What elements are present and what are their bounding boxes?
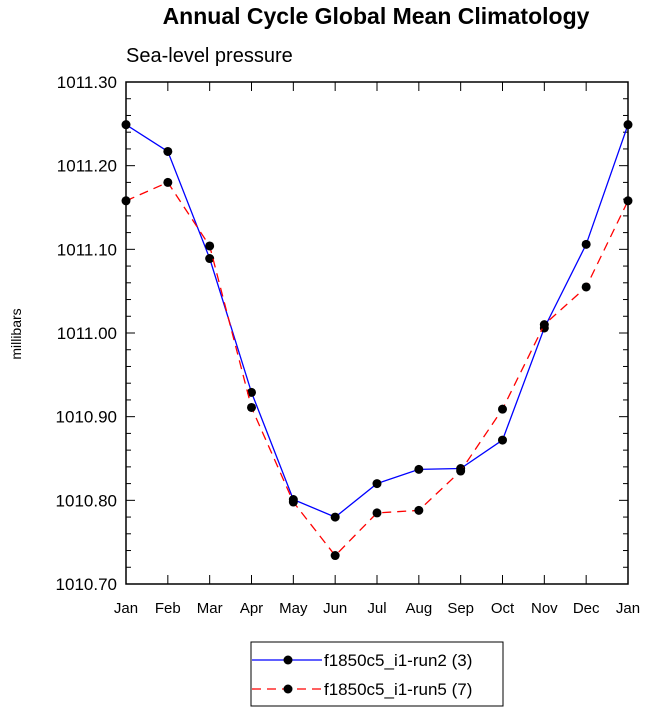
legend-marker-1 bbox=[283, 655, 293, 665]
series-1-point bbox=[498, 435, 507, 445]
series-2-point bbox=[121, 196, 131, 206]
series-2-point bbox=[414, 505, 424, 515]
chart-title: Annual Cycle Global Mean Climatology bbox=[163, 3, 590, 29]
series-1-point bbox=[121, 120, 131, 130]
series-2-point bbox=[581, 282, 591, 292]
y-tick-label: 1011.10 bbox=[57, 240, 117, 259]
y-tick-label: 1011.20 bbox=[57, 157, 117, 176]
x-tick-label: Jan bbox=[616, 600, 640, 617]
series-2-point bbox=[498, 404, 507, 414]
x-tick-label: May bbox=[279, 600, 308, 617]
legend-label-2: f1850c5_i1-run5 (7) bbox=[324, 680, 472, 699]
series-1-point bbox=[372, 479, 382, 489]
series-1-point bbox=[623, 120, 633, 130]
series-1-point bbox=[205, 254, 215, 264]
series-2-point bbox=[247, 402, 256, 412]
series-1-point bbox=[581, 239, 591, 249]
y-tick-label: 1010.90 bbox=[56, 408, 117, 427]
x-tick-label: Jul bbox=[367, 600, 386, 617]
x-tick-label: Dec bbox=[573, 600, 600, 617]
x-axis: Jan Feb Mar Apr May Jun Jul Aug Sep Oct Nov Dec Jan bbox=[114, 82, 640, 617]
series-2-point bbox=[163, 177, 173, 187]
y-axis: 1010.70 1010.80 1010.90 1011.00 1011.10 1011.… bbox=[56, 73, 628, 594]
y-tick-label: 1011.30 bbox=[57, 73, 117, 92]
x-tick-label: Feb bbox=[155, 600, 181, 617]
legend-marker-2 bbox=[283, 684, 293, 694]
series-2-point bbox=[205, 241, 215, 251]
legend-label-1: f1850c5_i1-run2 (3) bbox=[324, 651, 472, 670]
series-2-point bbox=[288, 497, 298, 507]
legend: f1850c5_i1-run2 (3) f1850c5_i1-run5 (7) bbox=[250, 641, 504, 707]
series-2-point bbox=[330, 551, 340, 561]
x-tick-label: Jun bbox=[323, 600, 347, 617]
chart-subtitle: Sea-level pressure bbox=[126, 45, 293, 67]
x-tick-label: Nov bbox=[531, 600, 558, 617]
x-tick-label: Apr bbox=[240, 600, 263, 617]
series-1-point bbox=[247, 387, 256, 397]
x-tick-label: Sep bbox=[447, 600, 474, 617]
y-axis-label: millibars bbox=[8, 308, 24, 359]
x-tick-label: Mar bbox=[197, 600, 223, 617]
series-2-point bbox=[372, 508, 382, 518]
y-tick-label: 1010.80 bbox=[56, 491, 117, 510]
series-2-point bbox=[623, 196, 633, 206]
series-1-point bbox=[163, 146, 173, 156]
series-layer bbox=[121, 120, 633, 561]
series-line-1 bbox=[125, 124, 629, 518]
y-tick-label: 1011.00 bbox=[57, 324, 117, 343]
x-tick-label: Jan bbox=[114, 600, 138, 617]
series-1-point bbox=[330, 512, 340, 522]
x-tick-label: Aug bbox=[405, 600, 432, 617]
series-1-point bbox=[414, 464, 424, 474]
x-tick-label: Oct bbox=[491, 600, 515, 617]
legend-box bbox=[250, 641, 504, 707]
series-2-point bbox=[539, 320, 549, 330]
y-tick-label: 1010.70 bbox=[56, 575, 117, 594]
series-2-point bbox=[456, 466, 466, 476]
